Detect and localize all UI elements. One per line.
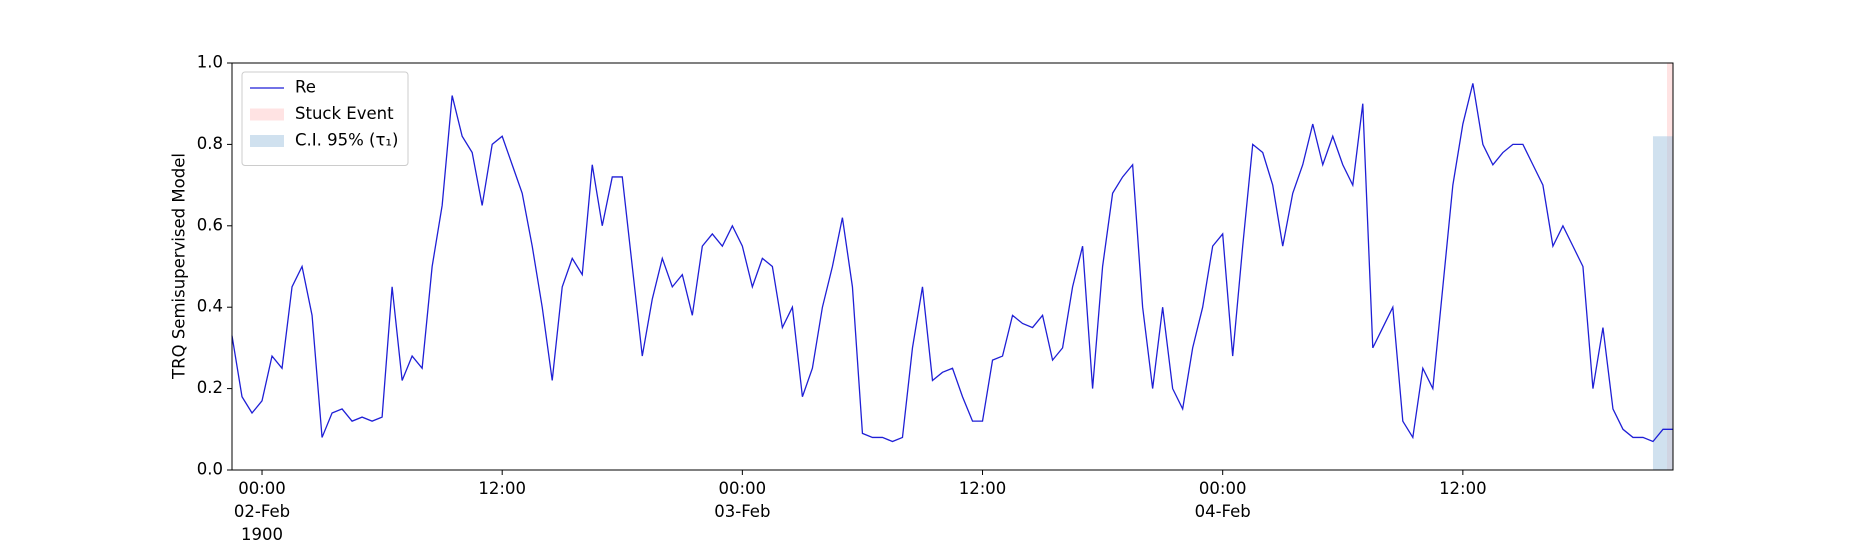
x-tick-label: 12:00	[478, 479, 526, 498]
plot-frame	[231, 62, 1674, 471]
y-tick-label: 0.6	[197, 215, 223, 234]
y-tick-label: 1.0	[197, 53, 223, 72]
legend: Re Stuck Event C.I. 95% (τ₁)	[241, 71, 409, 166]
y-tick-label: 0.4	[197, 297, 223, 316]
y-axis-label: TRQ Semisupervised Model	[170, 153, 189, 380]
x-tick-label: 00:00 03-Feb	[714, 479, 771, 521]
y-tick-label: 0.8	[197, 134, 223, 153]
data-line	[231, 83, 1673, 443]
legend-label: Re	[295, 78, 316, 97]
chart: TRQ Semisupervised Model 0.0 0.2 0.4 0.6 0.8…	[170, 53, 1674, 479]
x-tick-label: 00:00 04-Feb	[1194, 479, 1251, 521]
legend-swatch	[250, 108, 284, 121]
y-tick-label: 0.2	[197, 378, 223, 397]
shaded-region	[1652, 136, 1673, 470]
x-tick-label: 12:00	[958, 479, 1007, 498]
legend-label: C.I. 95% (τ₁)	[295, 131, 398, 150]
legend-swatch	[250, 135, 284, 147]
x-tick-label: 00:00 02-Feb 1900	[233, 479, 291, 544]
legend-label: Stuck Event	[295, 104, 394, 123]
page: {"chart_data":{"type":"line", "ylabel":"…	[169, 52, 1674, 544]
x-tick-label: 12:00	[1439, 479, 1487, 498]
y-tick-label: 0.0	[197, 460, 223, 479]
